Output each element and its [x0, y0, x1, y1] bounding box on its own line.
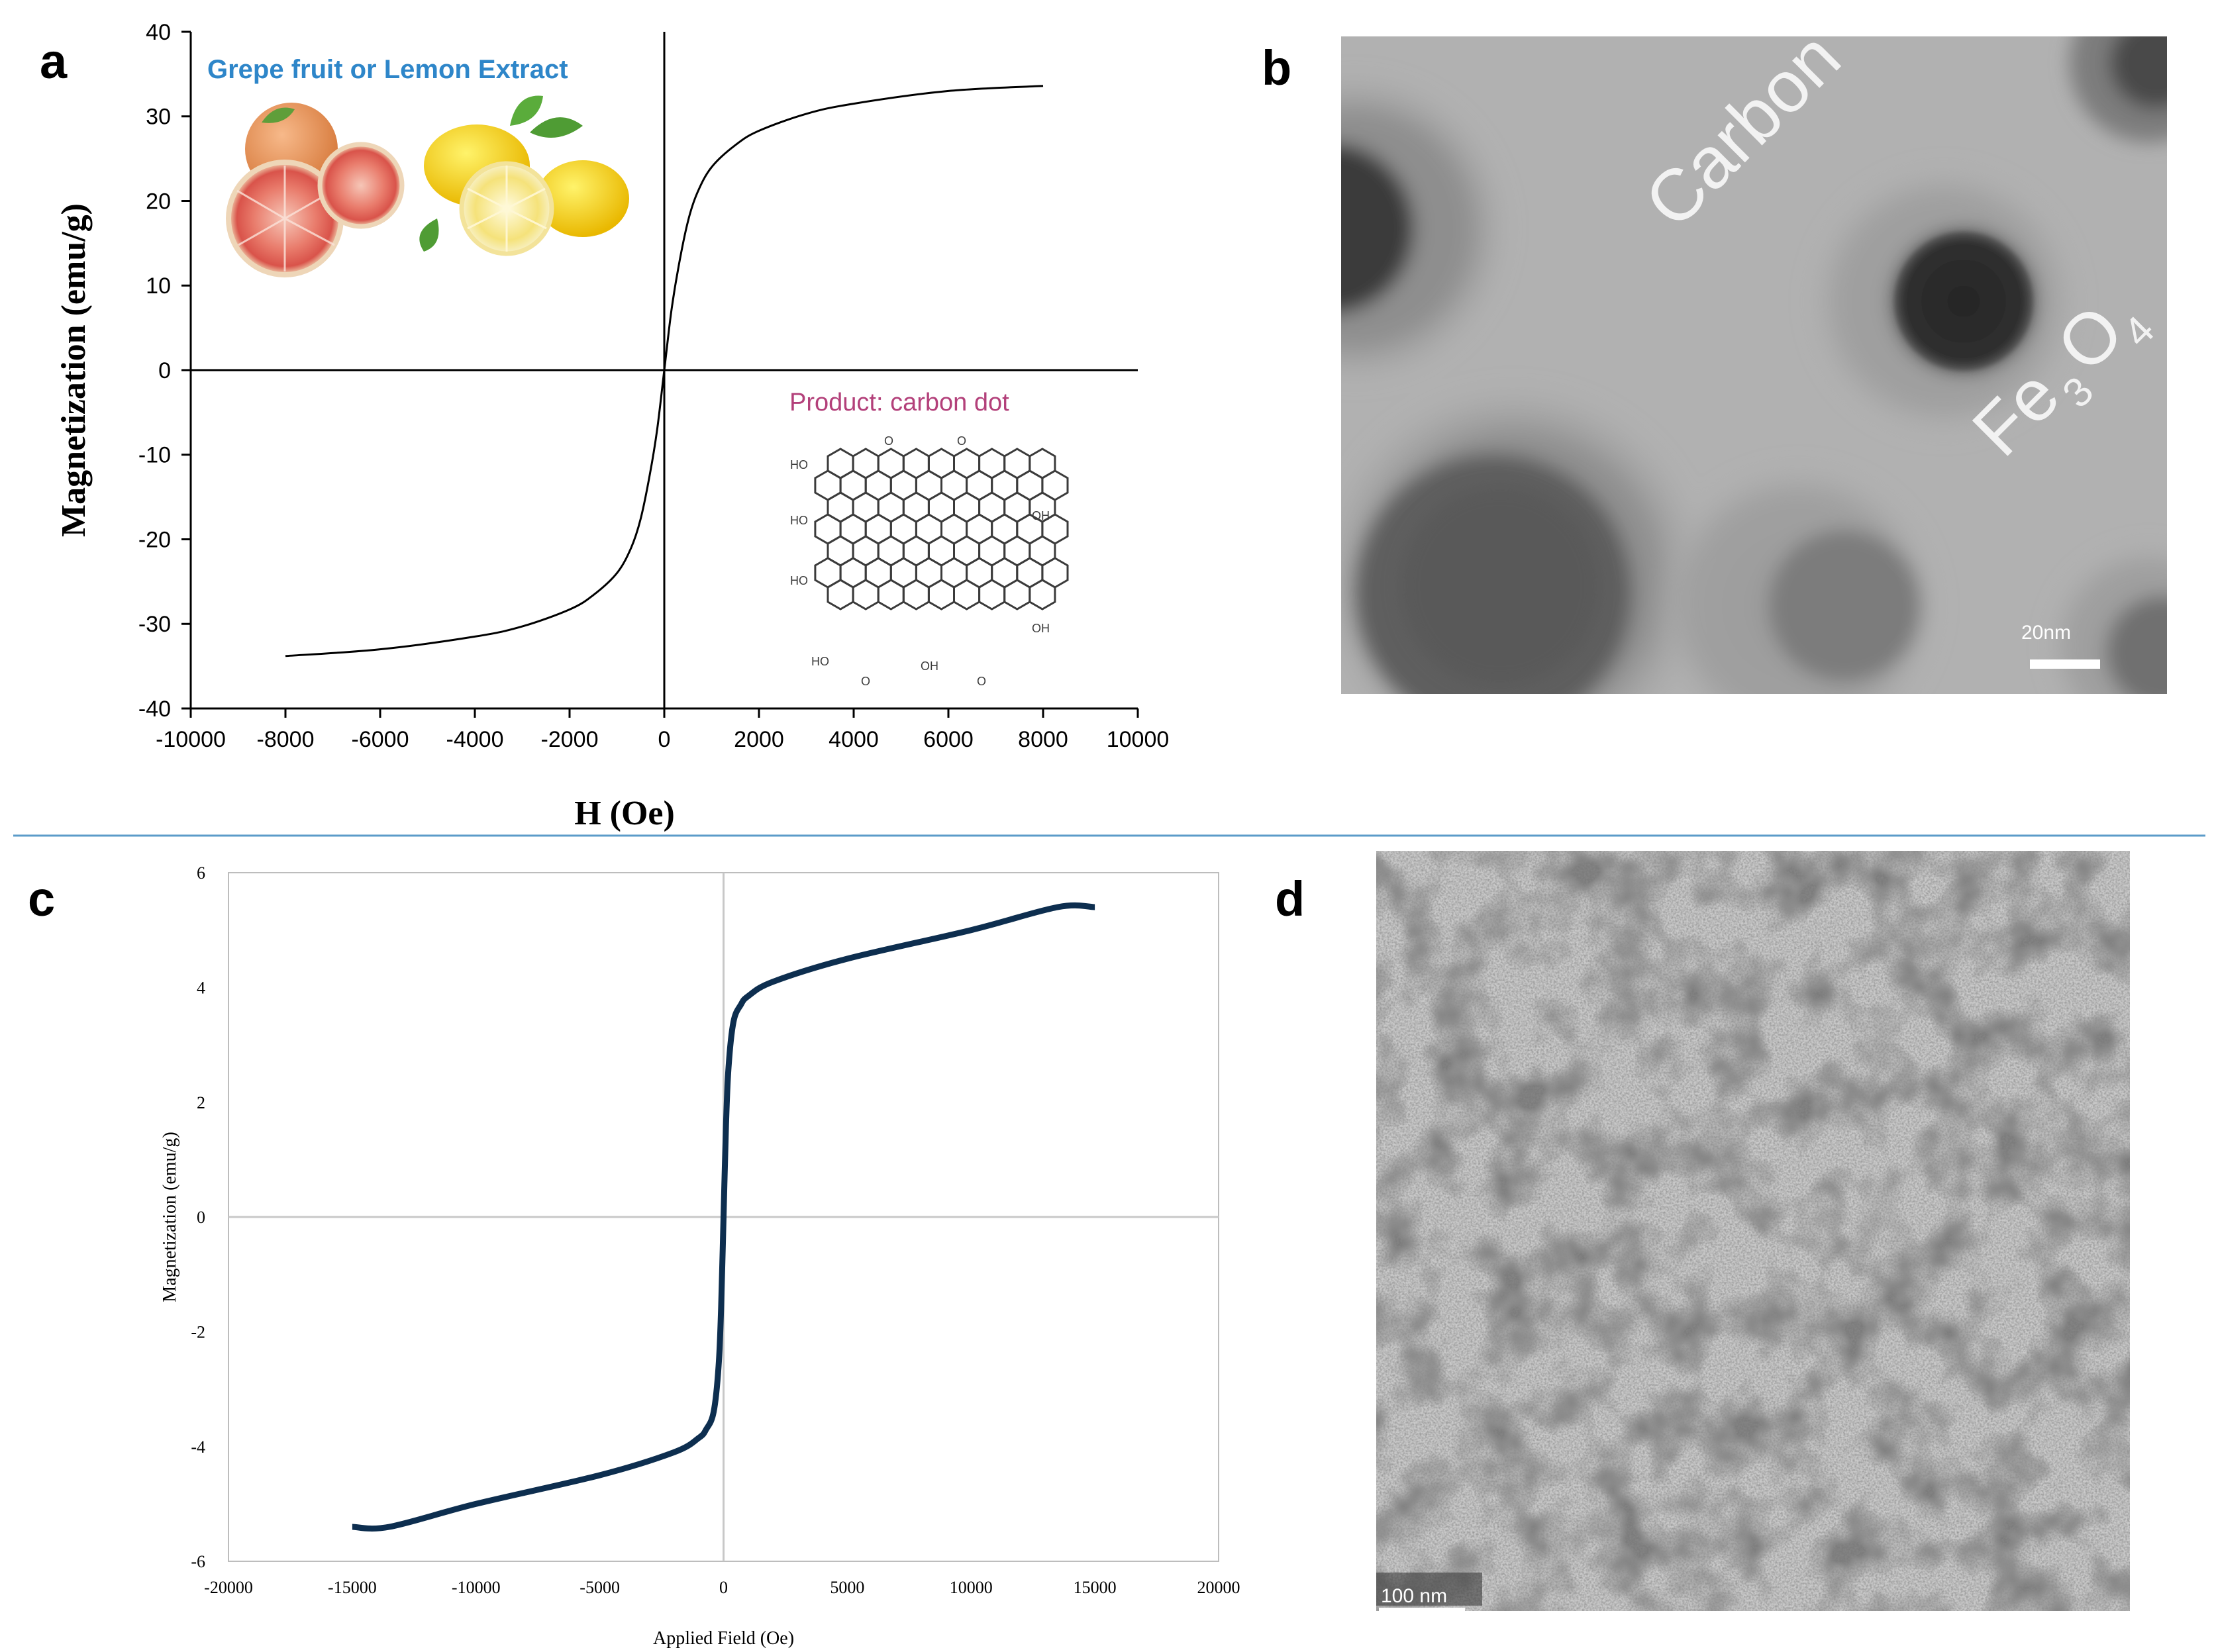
x-tick-label: 6000 [923, 727, 974, 752]
magnetization-curve [352, 902, 1095, 1532]
hexagon-ring [852, 579, 880, 610]
x-tick-label: 0 [719, 1578, 728, 1597]
scale-bar-d [1379, 1608, 1465, 1611]
y-tick-label: 0 [197, 1208, 205, 1227]
x-tick-label: -5000 [579, 1578, 620, 1597]
y-tick-label: -20 [138, 527, 171, 552]
oh-label: HO [790, 514, 808, 527]
y-tick-label: -6 [191, 1552, 205, 1571]
x-tick-label: -6000 [352, 727, 409, 752]
hexagon-ring [827, 579, 854, 610]
carbon-dot-structure [814, 448, 1069, 610]
x-axis-title: H (Oe) [574, 795, 675, 832]
y-tick-label: 6 [197, 863, 205, 883]
x-tick-label: 10000 [1107, 727, 1170, 752]
panel-letter-c: c [28, 871, 55, 926]
hexagon-ring [1029, 579, 1056, 610]
panel-d: d 100 nm [1275, 851, 2130, 1611]
carbonyl-label: O [977, 675, 986, 688]
carbonyl-label: O [884, 434, 893, 448]
oh-label: HO [790, 458, 808, 471]
hexagon-ring [1003, 579, 1031, 610]
hexagon-ring [927, 579, 955, 610]
hydroxyl-labels: HO HO HO OH OH HO OH O O O O [790, 434, 1050, 688]
magnetization-curve [285, 85, 1044, 657]
carbonyl-label: O [861, 675, 870, 688]
panel-letter-d: d [1275, 871, 1305, 926]
x-tick-label: 20000 [1197, 1578, 1240, 1597]
hexagon-ring [978, 579, 1006, 610]
chart-c: -20000 -15000 -10000 -5000 0 5000 10000 15000 20… [160, 863, 1240, 1649]
y-tick-label: 4 [197, 978, 205, 997]
x-tick-label: -10000 [452, 1578, 501, 1597]
x-tick-label: 15000 [1074, 1578, 1117, 1597]
x-tick-label: -2000 [541, 727, 599, 752]
tem-image-b [1341, 36, 2167, 694]
product-label: Product: carbon dot [789, 389, 1009, 416]
oh-label: OH [1032, 622, 1050, 635]
x-tick-label: -10000 [156, 727, 226, 752]
y-axis-title: Magnetization (emu/g) [160, 1132, 180, 1302]
y-tick-label: 20 [146, 189, 171, 214]
oh-label: OH [921, 659, 938, 673]
x-tick-label: -20000 [204, 1578, 253, 1597]
x-tick-label: 8000 [1018, 727, 1068, 752]
oh-label: HO [790, 574, 808, 587]
oh-label: OH [1032, 509, 1050, 522]
y-tick-label: -30 [138, 612, 171, 637]
y-tick-label: -10 [138, 443, 171, 468]
y-tick-label: 10 [146, 273, 171, 299]
scale-bar-label-b: 20nm [2021, 622, 2071, 644]
hexagon-ring [953, 579, 981, 610]
x-tick-label: 0 [658, 727, 671, 752]
oh-label: HO [811, 655, 829, 668]
panel-a: a Grep [40, 20, 1169, 832]
y-tick-label: 2 [197, 1093, 205, 1112]
y-tick-label: 40 [146, 20, 171, 45]
x-axis-title: Applied Field (Oe) [653, 1628, 794, 1649]
x-tick-label: -15000 [328, 1578, 377, 1597]
inset-title: Grepe fruit or Lemon Extract [207, 55, 568, 84]
panel-letter-a: a [40, 34, 68, 89]
panel-b: b Carbon Fe [1262, 17, 2167, 694]
fruit-image [226, 95, 629, 277]
scale-bar-b [2030, 659, 2100, 669]
x-tick-label: 4000 [829, 727, 879, 752]
y-tick-label: -2 [191, 1322, 205, 1341]
x-tick-label: -8000 [257, 727, 315, 752]
hexagon-ring [902, 579, 930, 610]
tem-image-d [1376, 851, 2130, 1611]
x-tick-label: 2000 [734, 727, 784, 752]
y-tick-label: -40 [138, 697, 171, 722]
y-tick-label: 0 [158, 358, 171, 383]
hexagon-ring [877, 579, 905, 610]
chart-a: -10000 -8000 -6000 -4000 -2000 0 2000 4000 6000 8… [55, 20, 1169, 832]
x-tick-label: -4000 [446, 727, 504, 752]
x-tick-label: 10000 [950, 1578, 993, 1597]
x-tick-label: 5000 [830, 1578, 864, 1597]
panel-letter-b: b [1262, 40, 1291, 95]
y-axis-title: Magnetization (emu/g) [55, 203, 93, 537]
carbonyl-label: O [957, 434, 966, 448]
y-tick-label: 30 [146, 105, 171, 130]
y-tick-label: -4 [191, 1437, 205, 1457]
scale-bar-label-d: 100 nm [1381, 1585, 1447, 1607]
panel-c: c -20000 -15000 -10000 -5000 0 5000 10000 15000… [28, 863, 1240, 1649]
